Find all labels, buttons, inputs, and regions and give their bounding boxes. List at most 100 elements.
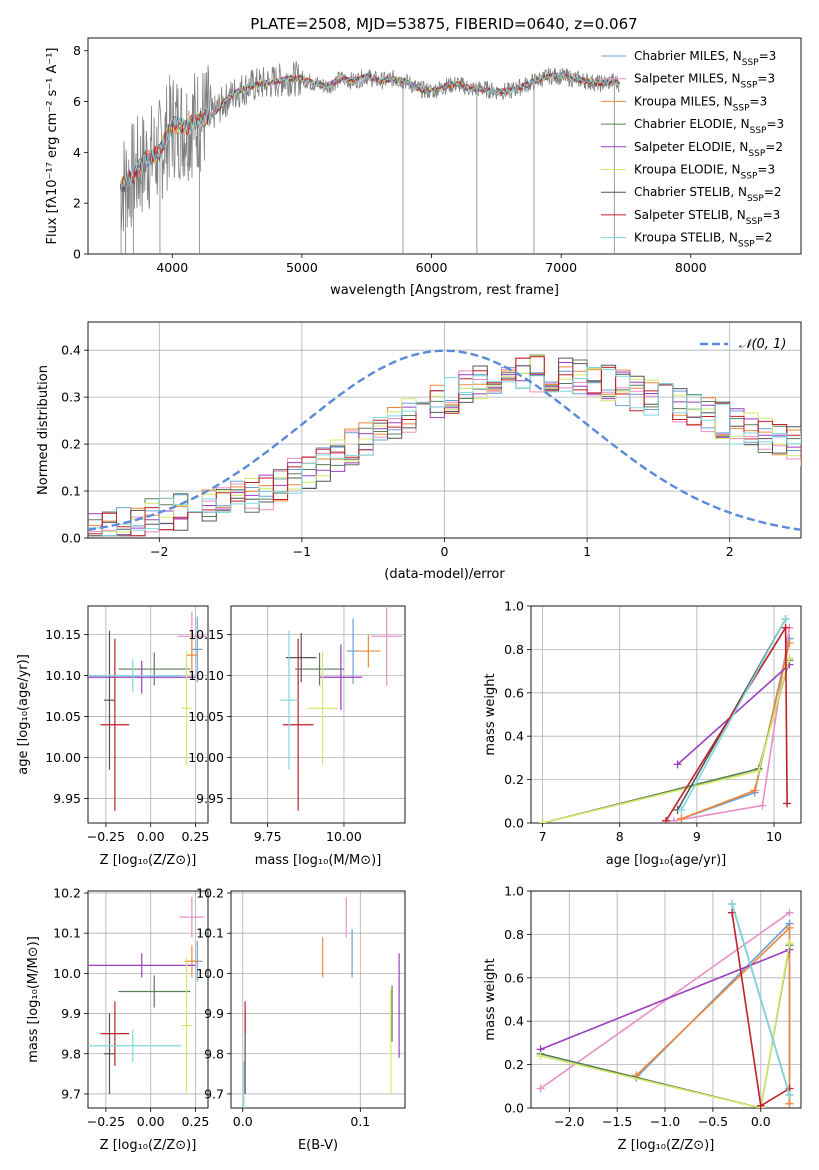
y-tick-label: 8 [73, 43, 81, 58]
weight-marker [669, 816, 678, 823]
y-tick-label: 0.6 [504, 970, 524, 985]
residual-histogram [88, 356, 801, 537]
legend-label: Kroupa STELIB, NSSP=2 [634, 231, 772, 250]
x-tick-label: 0.00 [137, 1114, 165, 1129]
y-tick-label: 9.9 [204, 1006, 224, 1021]
x-tick-label: −0.25 [87, 1114, 125, 1129]
x-tick-label: 4000 [156, 260, 188, 275]
weight-marker [536, 1051, 545, 1060]
weight-marker [677, 814, 686, 823]
weight-marker [785, 1090, 794, 1099]
x-axis-label: Z [log₁₀(Z/Z⊙)] [100, 1138, 197, 1153]
observed-spectrum [120, 61, 620, 232]
weight-vs-age-panel: 7 8 9 10 0.0 0.2 0.4 0.6 0.8 1.0 age [log₁₀(age/yr… [483, 599, 802, 868]
plot-frame [87, 605, 209, 824]
y-axis-label: Normed distribution [36, 365, 51, 495]
x-tick-label: 2 [726, 544, 734, 559]
plot-frame [530, 890, 802, 1109]
weight-marker [781, 615, 790, 624]
y-tick-label: 0.8 [504, 927, 524, 942]
weight-lines [538, 615, 794, 823]
x-tick-label: 8 [616, 829, 624, 844]
y-tick-label: 0.4 [504, 1014, 524, 1029]
weight-line [665, 624, 788, 822]
model-spectrum [119, 71, 620, 196]
legend-label: Chabrier ELODIE, NSSP=3 [634, 117, 784, 136]
y-axis-label: age [log₁₀(age/yr)] [16, 654, 31, 775]
y-tick-label: 0.8 [504, 642, 524, 657]
weight-line [542, 660, 791, 823]
plot-frame [87, 890, 209, 1109]
x-tick-label: 6000 [416, 260, 448, 275]
y-axis-label: mass weight [483, 673, 498, 755]
y-tick-label: 4 [73, 145, 81, 160]
weight-marker [785, 1099, 794, 1108]
weight-marker [538, 819, 547, 823]
x-axis-label: E(B-V) [298, 1138, 338, 1153]
y-tick-label: 0 [73, 247, 81, 262]
residuals-panel: −2 −1 0 1 2 0.0 0.1 0.2 0.3 0.4 𝒩(0, 1) (data-model… [36, 321, 802, 582]
plot-frame [230, 605, 406, 824]
weight-marker [758, 801, 767, 810]
y-tick-label: 9.8 [204, 1046, 224, 1061]
legend-label: Salpeter ELODIE, NSSP=2 [634, 140, 783, 159]
age-vs-mass-panel: 9.75 10.00 9.95 10.00 10.05 10.10 10.15 mass [l… [188, 605, 406, 868]
x-tick-label: 8000 [675, 260, 707, 275]
x-tick-label: 10 [766, 829, 782, 844]
mass-vs-EBV-panel: 0.0 0.1 9.7 9.8 9.9 10.0 10.1 10.2 E(B-V) [196, 886, 406, 1153]
y-tick-label: 10.15 [188, 627, 224, 642]
y-tick-label: 9.7 [204, 1086, 224, 1101]
y-tick-label: 10.0 [196, 966, 224, 981]
weight-marker [785, 638, 794, 647]
x-tick-label: 0.25 [182, 1114, 210, 1129]
y-tick-label: 6 [73, 94, 81, 109]
residual-histogram [88, 367, 801, 537]
y-tick-label: 10.15 [45, 627, 81, 642]
residual-lines [88, 349, 801, 537]
x-tick-label: 7 [539, 829, 547, 844]
y-tick-label: 10.2 [53, 886, 81, 901]
weight-lines [536, 900, 794, 1108]
y-tick-label: 1.0 [504, 599, 524, 614]
legend-label: Salpeter MILES, NSSP=3 [634, 72, 775, 91]
y-tick-label: 9.8 [61, 1046, 81, 1061]
weight-marker [785, 923, 794, 932]
weight-marker [536, 1084, 545, 1093]
x-axis-label: wavelength [Angstrom, rest frame] [330, 283, 559, 298]
x-tick-label: −0.25 [87, 829, 125, 844]
x-axis-label: Z [log₁₀(Z/Z⊙)] [618, 1138, 715, 1153]
y-tick-label: 2 [73, 196, 81, 211]
x-tick-label: 5000 [286, 260, 318, 275]
x-tick-label: 7000 [545, 260, 577, 275]
spectrum-lines [119, 61, 620, 254]
residual-histogram [88, 355, 801, 537]
chart-layer: 4000 5000 6000 7000 8000 0 2 4 6 8 Chabrier MILES,… [16, 37, 802, 1153]
plot-frame [87, 37, 802, 255]
y-tick-label: 0.4 [61, 343, 81, 358]
y-tick-label: 10.10 [188, 668, 224, 683]
y-axis-label: mass weight [483, 958, 498, 1040]
x-tick-label: −1 [293, 544, 311, 559]
legend-label: Chabrier MILES, NSSP=3 [634, 49, 776, 68]
weight-line [540, 942, 791, 1108]
y-tick-label: 10.0 [53, 966, 81, 981]
y-tick-label: 0.6 [504, 685, 524, 700]
x-tick-label: 0 [441, 544, 449, 559]
weight-marker [662, 816, 670, 823]
weight-marker [756, 1101, 765, 1108]
y-tick-label: 0.3 [61, 390, 81, 405]
y-tick-label: 10.00 [45, 750, 81, 765]
legend-label: Chabrier STELIB, NSSP=2 [634, 185, 782, 204]
residual-histogram [88, 365, 801, 537]
x-tick-label: −1.0 [650, 1114, 680, 1129]
weight-marker [781, 623, 790, 632]
y-tick-label: 9.95 [53, 791, 81, 806]
x-tick-label: −0.5 [698, 1114, 728, 1129]
x-axis-label: Z [log₁₀(Z/Z⊙)] [100, 853, 197, 868]
y-tick-label: 0.0 [504, 816, 524, 831]
legend-label: Kroupa MILES, NSSP=3 [634, 94, 767, 113]
errorbars [243, 897, 400, 1108]
residual-histogram [88, 354, 801, 537]
x-tick-label: 0.0 [233, 1114, 253, 1129]
